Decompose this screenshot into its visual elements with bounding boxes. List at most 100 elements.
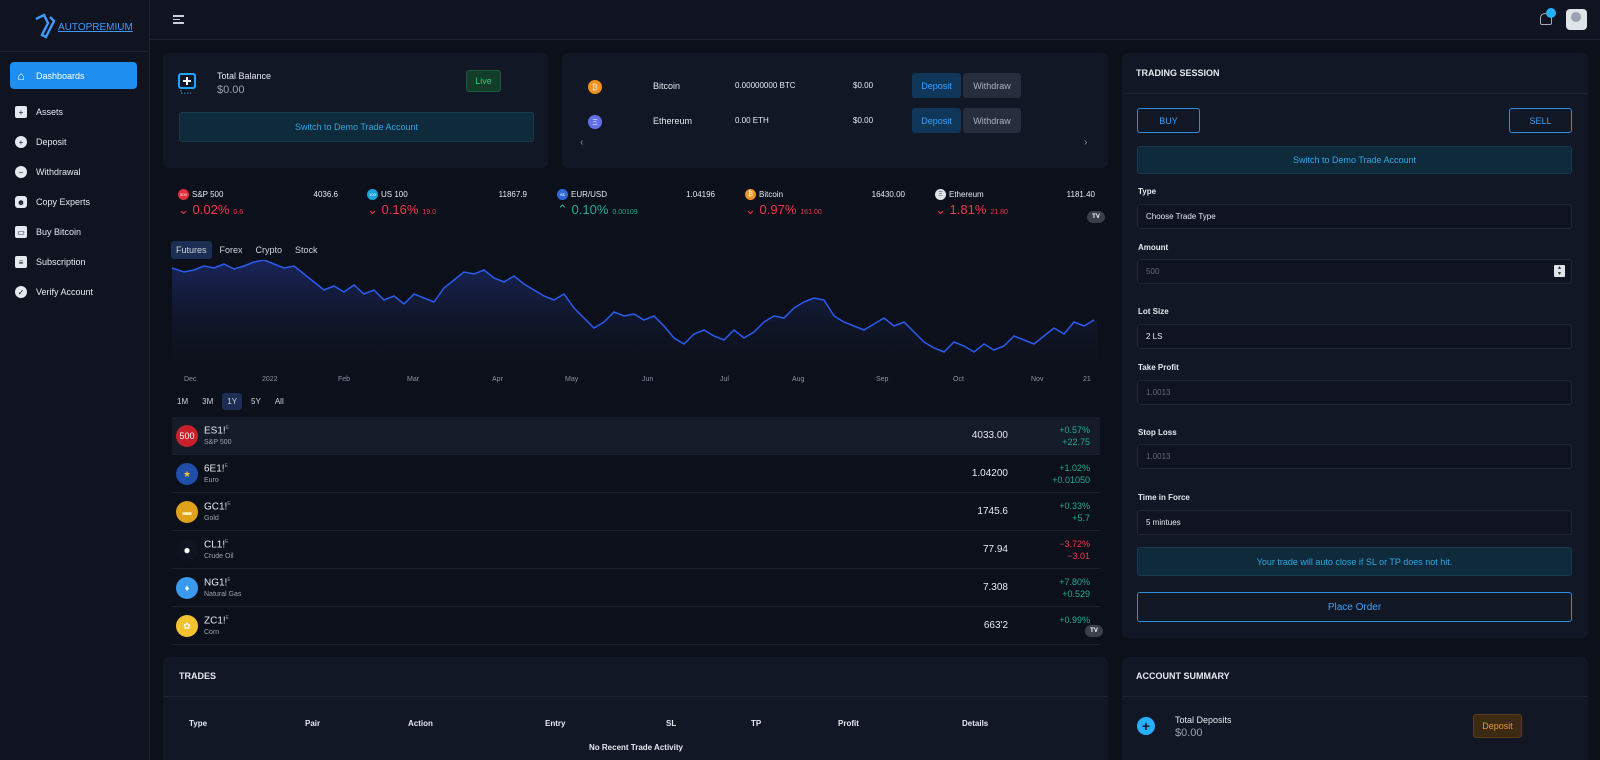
sidebar-item-assets[interactable]: + Assets: [0, 97, 139, 127]
sidebar-item-dashboards[interactable]: ⌂ Dashboards: [10, 62, 137, 89]
ticker-change: ⌄ 0.16% 19.0: [367, 202, 437, 217]
ticker-item[interactable]: 500 S&P 500 4036.6 ⌄ 0.02% 0.6: [178, 180, 338, 220]
menu-toggle-icon[interactable]: [173, 15, 184, 24]
tradingview-logo-icon[interactable]: TV: [1085, 625, 1103, 637]
gold-icon: ▬: [176, 501, 198, 523]
brand-name[interactable]: AUTOPREMIUM: [58, 22, 133, 33]
ethereum-deposit-button[interactable]: Deposit: [912, 108, 961, 133]
corn-icon: ✿: [176, 615, 198, 637]
assets-icon: +: [15, 106, 27, 118]
time-in-force-select[interactable]: 5 mintues: [1137, 510, 1572, 535]
home-icon: ⌂: [17, 68, 25, 83]
sidebar-item-withdrawal[interactable]: − Withdrawal: [0, 157, 139, 187]
futures-symbol: CL1!E: [204, 539, 229, 551]
futures-row[interactable]: ▬ GC1!E Gold 1745.6 +0.33% +5.7: [172, 493, 1100, 531]
axis-label: Jun: [642, 376, 654, 383]
ticker-item[interactable]: 100 US 100 11867.9 ⌄ 0.16% 19.0: [367, 180, 527, 220]
futures-change-pct: +1.02%: [1059, 463, 1090, 473]
ticker-price: 16430.00: [871, 190, 905, 199]
futures-row[interactable]: 500 ES1!E S&P 500 4033.00 +0.57% +22.75: [172, 417, 1100, 455]
sidebar-item-subscription[interactable]: ≡ Subscription: [0, 247, 139, 277]
sell-button[interactable]: SELL: [1509, 108, 1572, 133]
range-1m[interactable]: 1M: [177, 397, 189, 406]
axis-label: May: [565, 376, 579, 383]
wallet-plus-icon: [178, 73, 196, 94]
futures-row[interactable]: ★ 6E1!E Euro 1.04200 +1.02% +0.01050: [172, 455, 1100, 493]
bitcoin-icon: ₿: [745, 189, 756, 200]
switch-demo-button[interactable]: Switch to Demo Trade Account: [1137, 146, 1572, 174]
carousel-prev-icon[interactable]: ‹: [580, 137, 584, 148]
futures-symbol: ZC1!E: [204, 615, 230, 627]
trade-type-select[interactable]: Choose Trade Type: [1137, 204, 1572, 229]
bitcoin-deposit-button[interactable]: Deposit: [912, 73, 961, 98]
tab-stock[interactable]: Stock: [295, 245, 318, 255]
tab-futures[interactable]: Futures: [171, 241, 212, 259]
ticker-item[interactable]: ₿ Bitcoin 16430.00 ⌄ 0.97% 161.00: [745, 180, 905, 220]
ticker-name: Bitcoin: [759, 190, 784, 199]
brand-logo[interactable]: AUTOPREMIUM: [0, 0, 149, 52]
amount-input[interactable]: 500: [1137, 259, 1572, 284]
us100-icon: 100: [367, 189, 378, 200]
tab-forex[interactable]: Forex: [219, 245, 243, 255]
sidebar-item-label: Assets: [36, 107, 64, 117]
futures-row[interactable]: ✿ ZC1!E Corn 663'2 +0.99% +: [172, 607, 1100, 645]
sidebar-item-label: Verify Account: [36, 287, 94, 297]
axis-label: Nov: [1031, 376, 1044, 383]
col-header-type: Type: [189, 719, 208, 728]
balance-card: Total Balance $0.00 Live Switch to Demo …: [163, 53, 548, 168]
ethereum-icon: Ξ: [588, 115, 602, 129]
axis-label: Jul: [720, 376, 729, 383]
total-deposits-label: Total Deposits: [1175, 715, 1232, 725]
futures-change-pct: +0.99%: [1059, 615, 1090, 625]
trades-card: TRADES: [163, 657, 1108, 760]
futures-change-abs: +5.7: [1072, 513, 1090, 523]
amount-stepper-icon[interactable]: ▴ ▾: [1554, 265, 1565, 277]
futures-name: Corn: [204, 629, 220, 636]
range-1y[interactable]: 1Y: [222, 393, 243, 410]
wallets-card: ₿ Bitcoin 0.00000000 BTC $0.00 Deposit W…: [562, 53, 1108, 168]
avatar[interactable]: [1566, 9, 1587, 30]
wallet-icon: ▭: [15, 226, 27, 238]
buy-button[interactable]: BUY: [1137, 108, 1200, 133]
lot-size-label: Lot Size: [1138, 307, 1169, 316]
axis-label: Feb: [338, 376, 351, 383]
eurusd-icon: €$: [557, 189, 568, 200]
check-circle-icon: ✓: [15, 286, 27, 298]
col-header-tp: TP: [751, 719, 762, 728]
bitcoin-withdraw-button[interactable]: Withdraw: [963, 73, 1021, 98]
sidebar-item-verify-account[interactable]: ✓ Verify Account: [0, 277, 139, 307]
futures-row[interactable]: ● CL1!E Crude Oil 77.94 −3.72% −3.01: [172, 531, 1100, 569]
sidebar-item-copy-experts[interactable]: ☻ Copy Experts: [0, 187, 139, 217]
range-3m[interactable]: 3M: [202, 397, 214, 406]
range-5y[interactable]: 5Y: [251, 397, 261, 406]
users-icon: ☻: [15, 196, 27, 208]
summary-deposit-button[interactable]: Deposit: [1473, 714, 1522, 738]
ethereum-withdraw-button[interactable]: Withdraw: [963, 108, 1021, 133]
tradingview-logo-icon[interactable]: TV: [1087, 211, 1105, 223]
carousel-next-icon[interactable]: ›: [1084, 137, 1088, 148]
live-badge[interactable]: Live: [466, 70, 501, 92]
tab-crypto[interactable]: Crypto: [255, 245, 283, 255]
trading-session-title: TRADING SESSION: [1136, 68, 1220, 78]
ticker-item[interactable]: Ξ Ethereum 1181.40 ⌄ 1.81% 21.80: [935, 180, 1095, 220]
futures-change-pct: +0.33%: [1059, 501, 1090, 511]
futures-symbol: GC1!E: [204, 501, 231, 513]
sidebar-item-buy-bitcoin[interactable]: ▭ Buy Bitcoin: [0, 217, 139, 247]
place-order-button[interactable]: Place Order: [1137, 592, 1572, 622]
lot-size-select[interactable]: 2 LS: [1137, 324, 1572, 349]
price-area-chart[interactable]: [172, 260, 1097, 360]
sidebar-item-deposit[interactable]: + Deposit: [0, 127, 139, 157]
ticker-item[interactable]: €$ EUR/USD 1.04196 ⌃ 0.10% 0.00109: [557, 180, 715, 220]
futures-value: 1.04200: [971, 468, 1008, 479]
stop-loss-input[interactable]: 1.0013: [1137, 444, 1572, 469]
ticker-name: S&P 500: [192, 190, 224, 199]
take-profit-input[interactable]: 1.0013: [1137, 380, 1572, 405]
amount-label: Amount: [1138, 243, 1169, 252]
ticker-tape: 500 S&P 500 4036.6 ⌄ 0.02% 0.6 100 US 100…: [170, 180, 1105, 230]
futures-value: 1745.6: [977, 506, 1008, 517]
futures-row[interactable]: ♦ NG1!E Natural Gas 7.308 +7.80% +0.529: [172, 569, 1100, 607]
ticker-name: US 100: [381, 190, 408, 199]
oil-drop-icon: ●: [176, 539, 198, 561]
range-all[interactable]: All: [274, 397, 284, 406]
switch-demo-button[interactable]: Switch to Demo Trade Account: [179, 112, 534, 142]
